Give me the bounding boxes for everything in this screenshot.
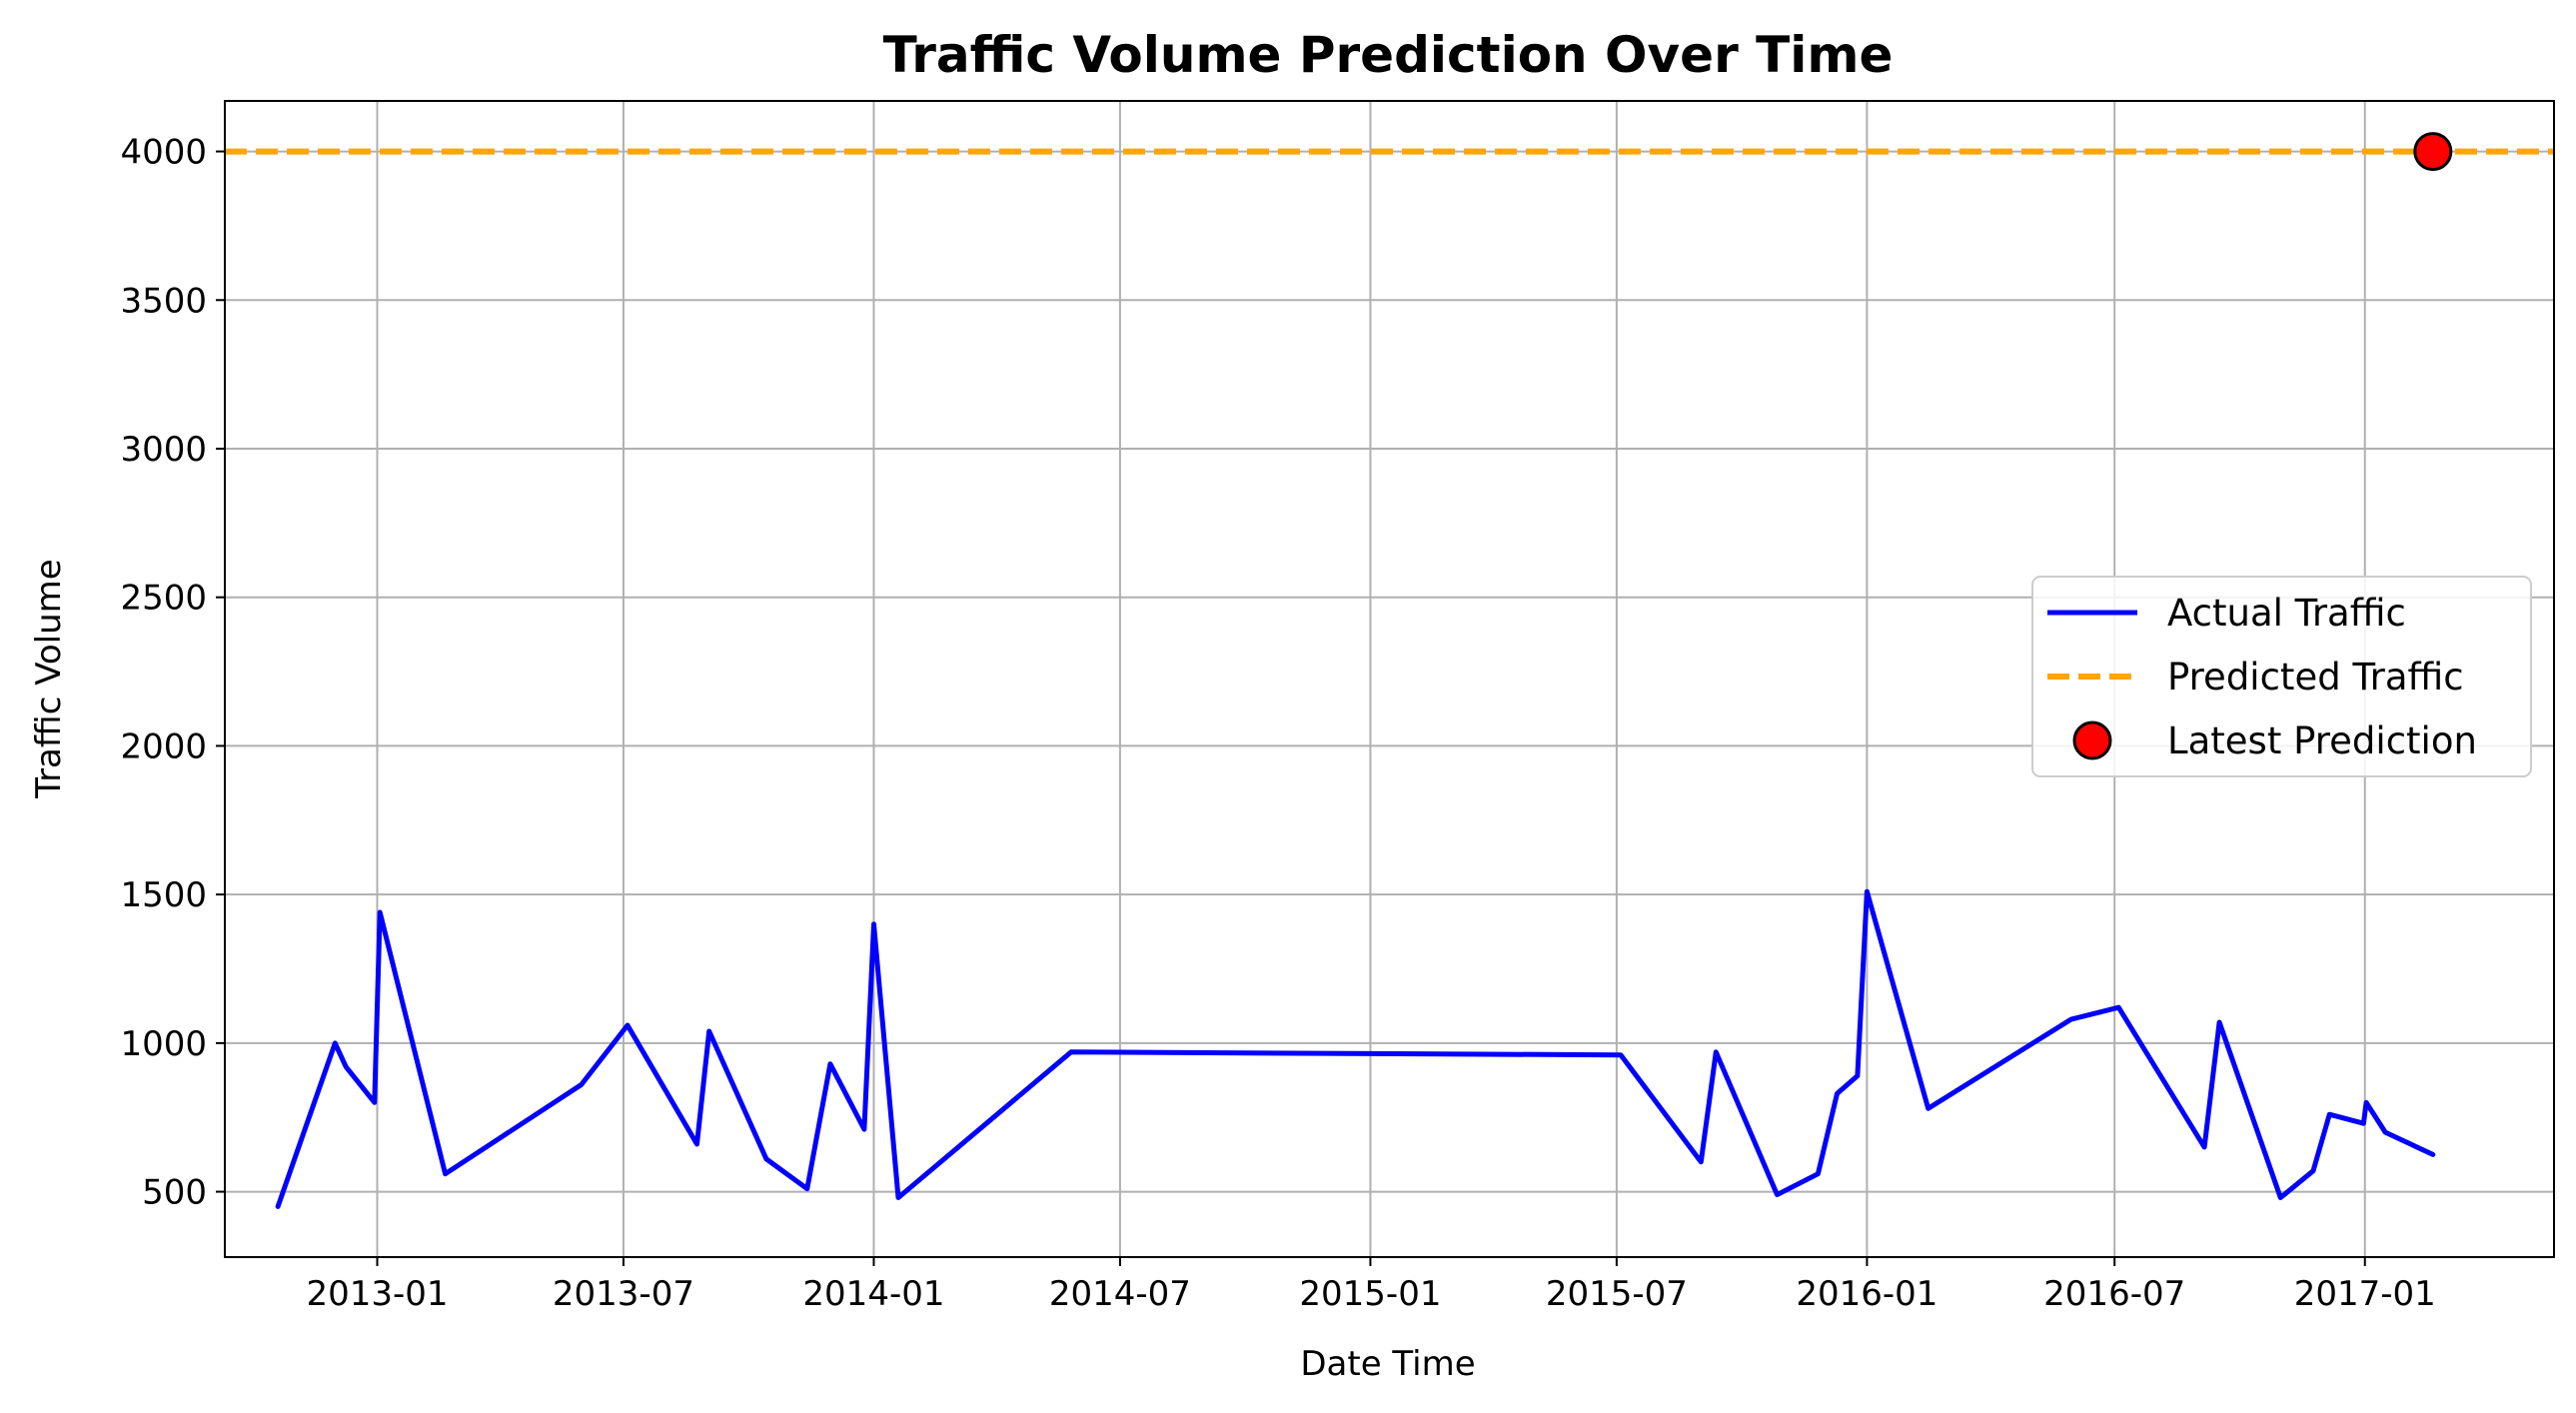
x-tick-label: 2015-07 xyxy=(1546,1274,1688,1314)
actual-traffic-point xyxy=(278,1206,279,1207)
plot-area xyxy=(225,132,2554,1209)
latest-prediction-marker xyxy=(2413,132,2453,172)
legend-predicted-label: Predicted Traffic xyxy=(2167,656,2464,699)
x-tick-label: 2013-07 xyxy=(553,1274,694,1314)
actual-traffic-point xyxy=(335,1042,336,1043)
actual-traffic-point xyxy=(1777,1194,1778,1195)
y-axis: 500 1000 1500 2000 2500 3000 3500 4000 xyxy=(120,133,225,1213)
actual-traffic-point xyxy=(581,1084,582,1085)
actual-traffic-point xyxy=(346,1066,347,1067)
actual-traffic-point xyxy=(380,912,381,913)
y-tick-label: 4000 xyxy=(120,133,207,173)
actual-traffic-point xyxy=(1928,1108,1929,1109)
actual-traffic-point xyxy=(765,1158,766,1159)
x-axis: 2013-01 2013-07 2014-01 2014-07 2015-01 2015-… xyxy=(306,1257,2436,1314)
actual-traffic-point xyxy=(445,1173,446,1174)
y-tick-label: 3500 xyxy=(120,281,207,321)
y-tick-label: 2000 xyxy=(120,726,207,766)
y-tick-label: 2500 xyxy=(120,579,207,619)
y-tick-label: 500 xyxy=(142,1173,207,1213)
actual-traffic-point xyxy=(898,1197,899,1198)
legend: Actual Traffic Predicted Traffic Latest … xyxy=(2031,576,2532,777)
actual-traffic-point xyxy=(1818,1173,1819,1174)
actual-traffic-point xyxy=(2432,1154,2433,1155)
y-tick-label: 1500 xyxy=(120,875,207,915)
y-axis-label: Traffic Volume xyxy=(29,559,69,798)
x-axis-label: Date Time xyxy=(1300,1344,1475,1384)
actual-traffic-point xyxy=(2118,1007,2119,1008)
actual-traffic-point xyxy=(1701,1161,1702,1162)
actual-traffic-point xyxy=(1857,1075,1858,1076)
actual-traffic-point xyxy=(863,1129,864,1130)
x-tick-label: 2015-01 xyxy=(1299,1274,1441,1314)
y-tick-label: 3000 xyxy=(120,430,207,470)
actual-traffic-point xyxy=(696,1144,697,1145)
legend-latest-marker xyxy=(2072,720,2112,760)
actual-traffic-point xyxy=(2204,1147,2205,1148)
x-tick-label: 2017-01 xyxy=(2294,1274,2436,1314)
plot-frame xyxy=(224,100,2555,1258)
actual-traffic-point xyxy=(2363,1123,2364,1124)
actual-traffic-point xyxy=(1716,1051,1717,1052)
actual-traffic-point xyxy=(1867,891,1868,892)
actual-traffic-point xyxy=(374,1102,375,1103)
x-tick-label: 2014-01 xyxy=(802,1274,944,1314)
x-tick-label: 2013-01 xyxy=(306,1274,448,1314)
actual-traffic-point xyxy=(628,1025,629,1026)
actual-traffic-point xyxy=(1621,1054,1622,1055)
grid xyxy=(225,101,2554,1257)
legend-box xyxy=(2031,576,2532,777)
y-tick-label: 1000 xyxy=(120,1024,207,1064)
legend-latest-label: Latest Prediction xyxy=(2167,719,2477,762)
actual-traffic-point xyxy=(2070,1019,2071,1020)
actual-traffic-point xyxy=(2366,1102,2367,1103)
actual-traffic-point xyxy=(2385,1132,2386,1133)
actual-traffic-point xyxy=(829,1063,830,1064)
actual-traffic-point xyxy=(2219,1022,2220,1023)
actual-traffic-point xyxy=(1070,1051,1071,1052)
actual-traffic-point xyxy=(2280,1197,2281,1198)
actual-traffic-point xyxy=(2313,1170,2314,1171)
actual-traffic-point xyxy=(1837,1093,1838,1094)
actual-traffic-point xyxy=(806,1188,807,1189)
actual-traffic-point xyxy=(708,1031,709,1032)
chart-title: Traffic Volume Prediction Over Time xyxy=(883,26,1894,84)
actual-traffic-line xyxy=(275,888,2436,1209)
x-tick-label: 2016-01 xyxy=(1796,1274,1937,1314)
actual-traffic-point xyxy=(2329,1114,2330,1115)
x-tick-label: 2016-07 xyxy=(2043,1274,2185,1314)
legend-actual-label: Actual Traffic xyxy=(2167,592,2406,635)
x-tick-label: 2014-07 xyxy=(1049,1274,1191,1314)
actual-traffic-point xyxy=(873,923,874,924)
